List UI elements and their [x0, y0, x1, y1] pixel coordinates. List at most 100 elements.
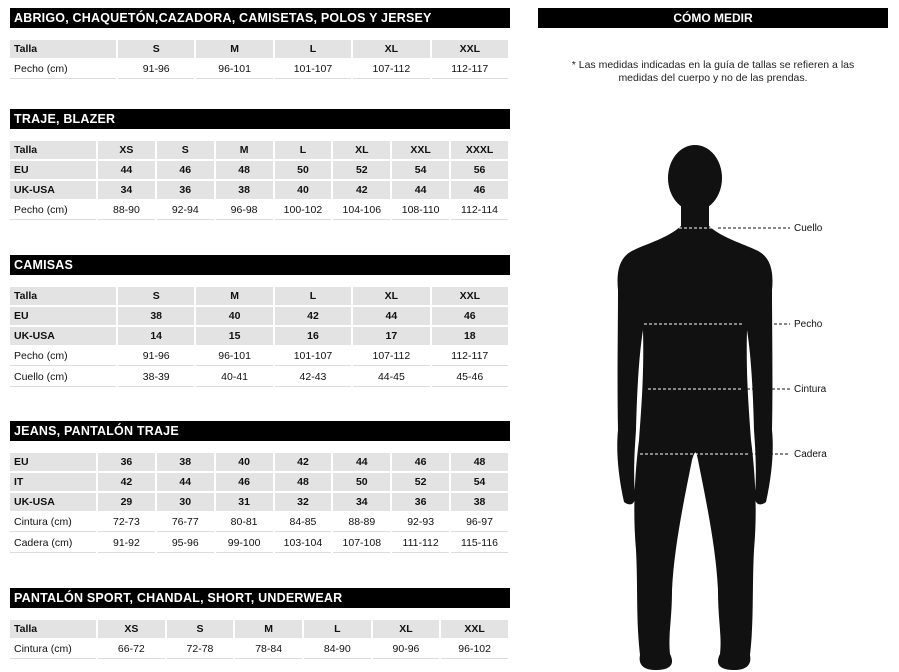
size-cell: 40 [215, 453, 273, 471]
size-cell: 48 [274, 473, 332, 491]
size-cell: 30 [156, 493, 214, 511]
size-cell: 44-45 [353, 368, 430, 387]
row-label: UK-USA [10, 493, 96, 511]
size-cell: 46 [215, 473, 273, 491]
size-cell: XXXL [451, 141, 508, 159]
table-row: Cintura (cm) 66-72 72-78 78-84 84-90 90-96 96-… [10, 640, 508, 659]
table-row: UK-USA 29 30 31 32 34 36 38 [10, 493, 508, 511]
how-to-measure-panel: CÓMO MEDIR * Las medidas indicadas en la… [538, 8, 888, 85]
size-cell: 38 [118, 307, 195, 325]
size-cell: S [118, 287, 195, 305]
section-title: JEANS, PANTALÓN TRAJE [10, 421, 510, 441]
size-cell: S [156, 141, 214, 159]
table-row: UK-USA 14 15 16 17 18 [10, 327, 508, 345]
size-cell: 52 [392, 473, 450, 491]
size-cell: 96-101 [196, 347, 273, 366]
size-cell: 72-78 [166, 640, 234, 659]
size-cell: 29 [98, 493, 155, 511]
table-row: Cadera (cm) 91-92 95-96 99-100 103-104 107-10… [10, 534, 508, 553]
size-cell: 84-85 [274, 513, 332, 532]
size-table: EU 36 38 40 42 44 46 48 IT 42 44 46 48 50 52 54 UK-USA 29… [8, 451, 510, 555]
size-cell: 36 [392, 493, 450, 511]
row-label: Pecho (cm) [10, 60, 116, 79]
how-to-measure-title: CÓMO MEDIR [538, 8, 888, 28]
size-cell: 108-110 [392, 201, 450, 220]
size-cell: XXL [392, 141, 450, 159]
size-cell: 34 [333, 493, 391, 511]
size-cell: 48 [451, 453, 508, 471]
size-cell: 17 [353, 327, 430, 345]
size-section: PANTALÓN SPORT, CHANDAL, SHORT, UNDERWEA… [10, 588, 510, 661]
size-cell: 42 [274, 453, 332, 471]
size-cell: 96-98 [215, 201, 273, 220]
size-table: Talla XS S M L XL XXL Cintura (cm) 66-72 72-78 78-… [8, 618, 510, 661]
size-table: Talla S M L XL XXL EU 38 40 42 44 46 UK-USA 14 15 16 17 1… [8, 285, 510, 389]
size-cell: XL [353, 287, 430, 305]
size-cell: 101-107 [274, 347, 352, 366]
section-title: PANTALÓN SPORT, CHANDAL, SHORT, UNDERWEA… [10, 588, 510, 608]
body-silhouette-icon [617, 145, 773, 670]
size-cell: 91-92 [98, 534, 155, 553]
size-cell: 80-81 [215, 513, 273, 532]
size-section: TRAJE, BLAZER Talla XS S M L XL XXL XXXL EU 44 46 48… [10, 109, 510, 222]
size-cell: 96-101 [196, 60, 273, 79]
size-cell: 18 [431, 327, 508, 345]
size-cell: 99-100 [215, 534, 273, 553]
row-label: EU [10, 307, 116, 325]
measure-note: * Las medidas indicadas en la guía de ta… [571, 59, 855, 84]
size-cell: 40 [274, 181, 332, 199]
size-cell: 40 [196, 307, 273, 325]
size-cell: 96-102 [441, 640, 508, 659]
table-row: Pecho (cm) 91-96 96-101 101-107 107-112 112-1… [10, 60, 508, 79]
table-row: Talla XS S M L XL XXL [10, 620, 508, 638]
size-cell: XL [372, 620, 440, 638]
size-cell: 72-73 [98, 513, 155, 532]
table-row: Talla XS S M L XL XXL XXXL [10, 141, 508, 159]
table-row: Talla S M L XL XXL [10, 40, 508, 58]
size-cell: 50 [333, 473, 391, 491]
row-label: Cadera (cm) [10, 534, 96, 553]
size-cell: L [274, 141, 332, 159]
size-cell: 112-117 [431, 60, 508, 79]
table-row: IT 42 44 46 48 50 52 54 [10, 473, 508, 491]
row-label: Talla [10, 287, 116, 305]
size-table: Talla XS S M L XL XXL XXXL EU 44 46 48 50 52 54 56 UK-US… [8, 139, 510, 222]
size-cell: 104-106 [333, 201, 391, 220]
size-cell: 44 [353, 307, 430, 325]
size-cell: 95-96 [156, 534, 214, 553]
body-silhouette-figure: Cuello Pecho Cintura Cadera [617, 145, 827, 670]
row-label: EU [10, 161, 96, 179]
size-cell: XXL [431, 287, 508, 305]
size-cell: S [166, 620, 234, 638]
size-cell: 115-116 [451, 534, 508, 553]
size-cell: 46 [451, 181, 508, 199]
row-label: Talla [10, 40, 116, 58]
size-cell: 44 [333, 453, 391, 471]
size-cell: XL [353, 40, 430, 58]
size-cell: 42 [98, 473, 155, 491]
size-cell: M [215, 141, 273, 159]
size-cell: 101-107 [274, 60, 352, 79]
size-cell: 32 [274, 493, 332, 511]
table-row: Cintura (cm) 72-73 76-77 80-81 84-85 88-89 92-… [10, 513, 508, 532]
size-cell: 44 [98, 161, 155, 179]
row-label: Pecho (cm) [10, 347, 116, 366]
size-cell: 92-94 [156, 201, 214, 220]
size-cell: L [274, 40, 352, 58]
row-label: Pecho (cm) [10, 201, 96, 220]
row-label: Talla [10, 141, 96, 159]
size-cell: 48 [215, 161, 273, 179]
table-row: Talla S M L XL XXL [10, 287, 508, 305]
size-section: CAMISAS Talla S M L XL XXL EU 38 40 42 44 46 UK-USA 14… [10, 255, 510, 389]
size-cell: 88-89 [333, 513, 391, 532]
size-cell: 76-77 [156, 513, 214, 532]
size-cell: 90-96 [372, 640, 440, 659]
size-cell: 54 [451, 473, 508, 491]
size-cell: 38 [156, 453, 214, 471]
waist-label: Cintura [794, 384, 827, 395]
size-cell: 66-72 [98, 640, 165, 659]
size-cell: 107-112 [353, 60, 430, 79]
size-cell: 44 [156, 473, 214, 491]
row-label: Talla [10, 620, 96, 638]
hip-label: Cadera [794, 449, 827, 460]
